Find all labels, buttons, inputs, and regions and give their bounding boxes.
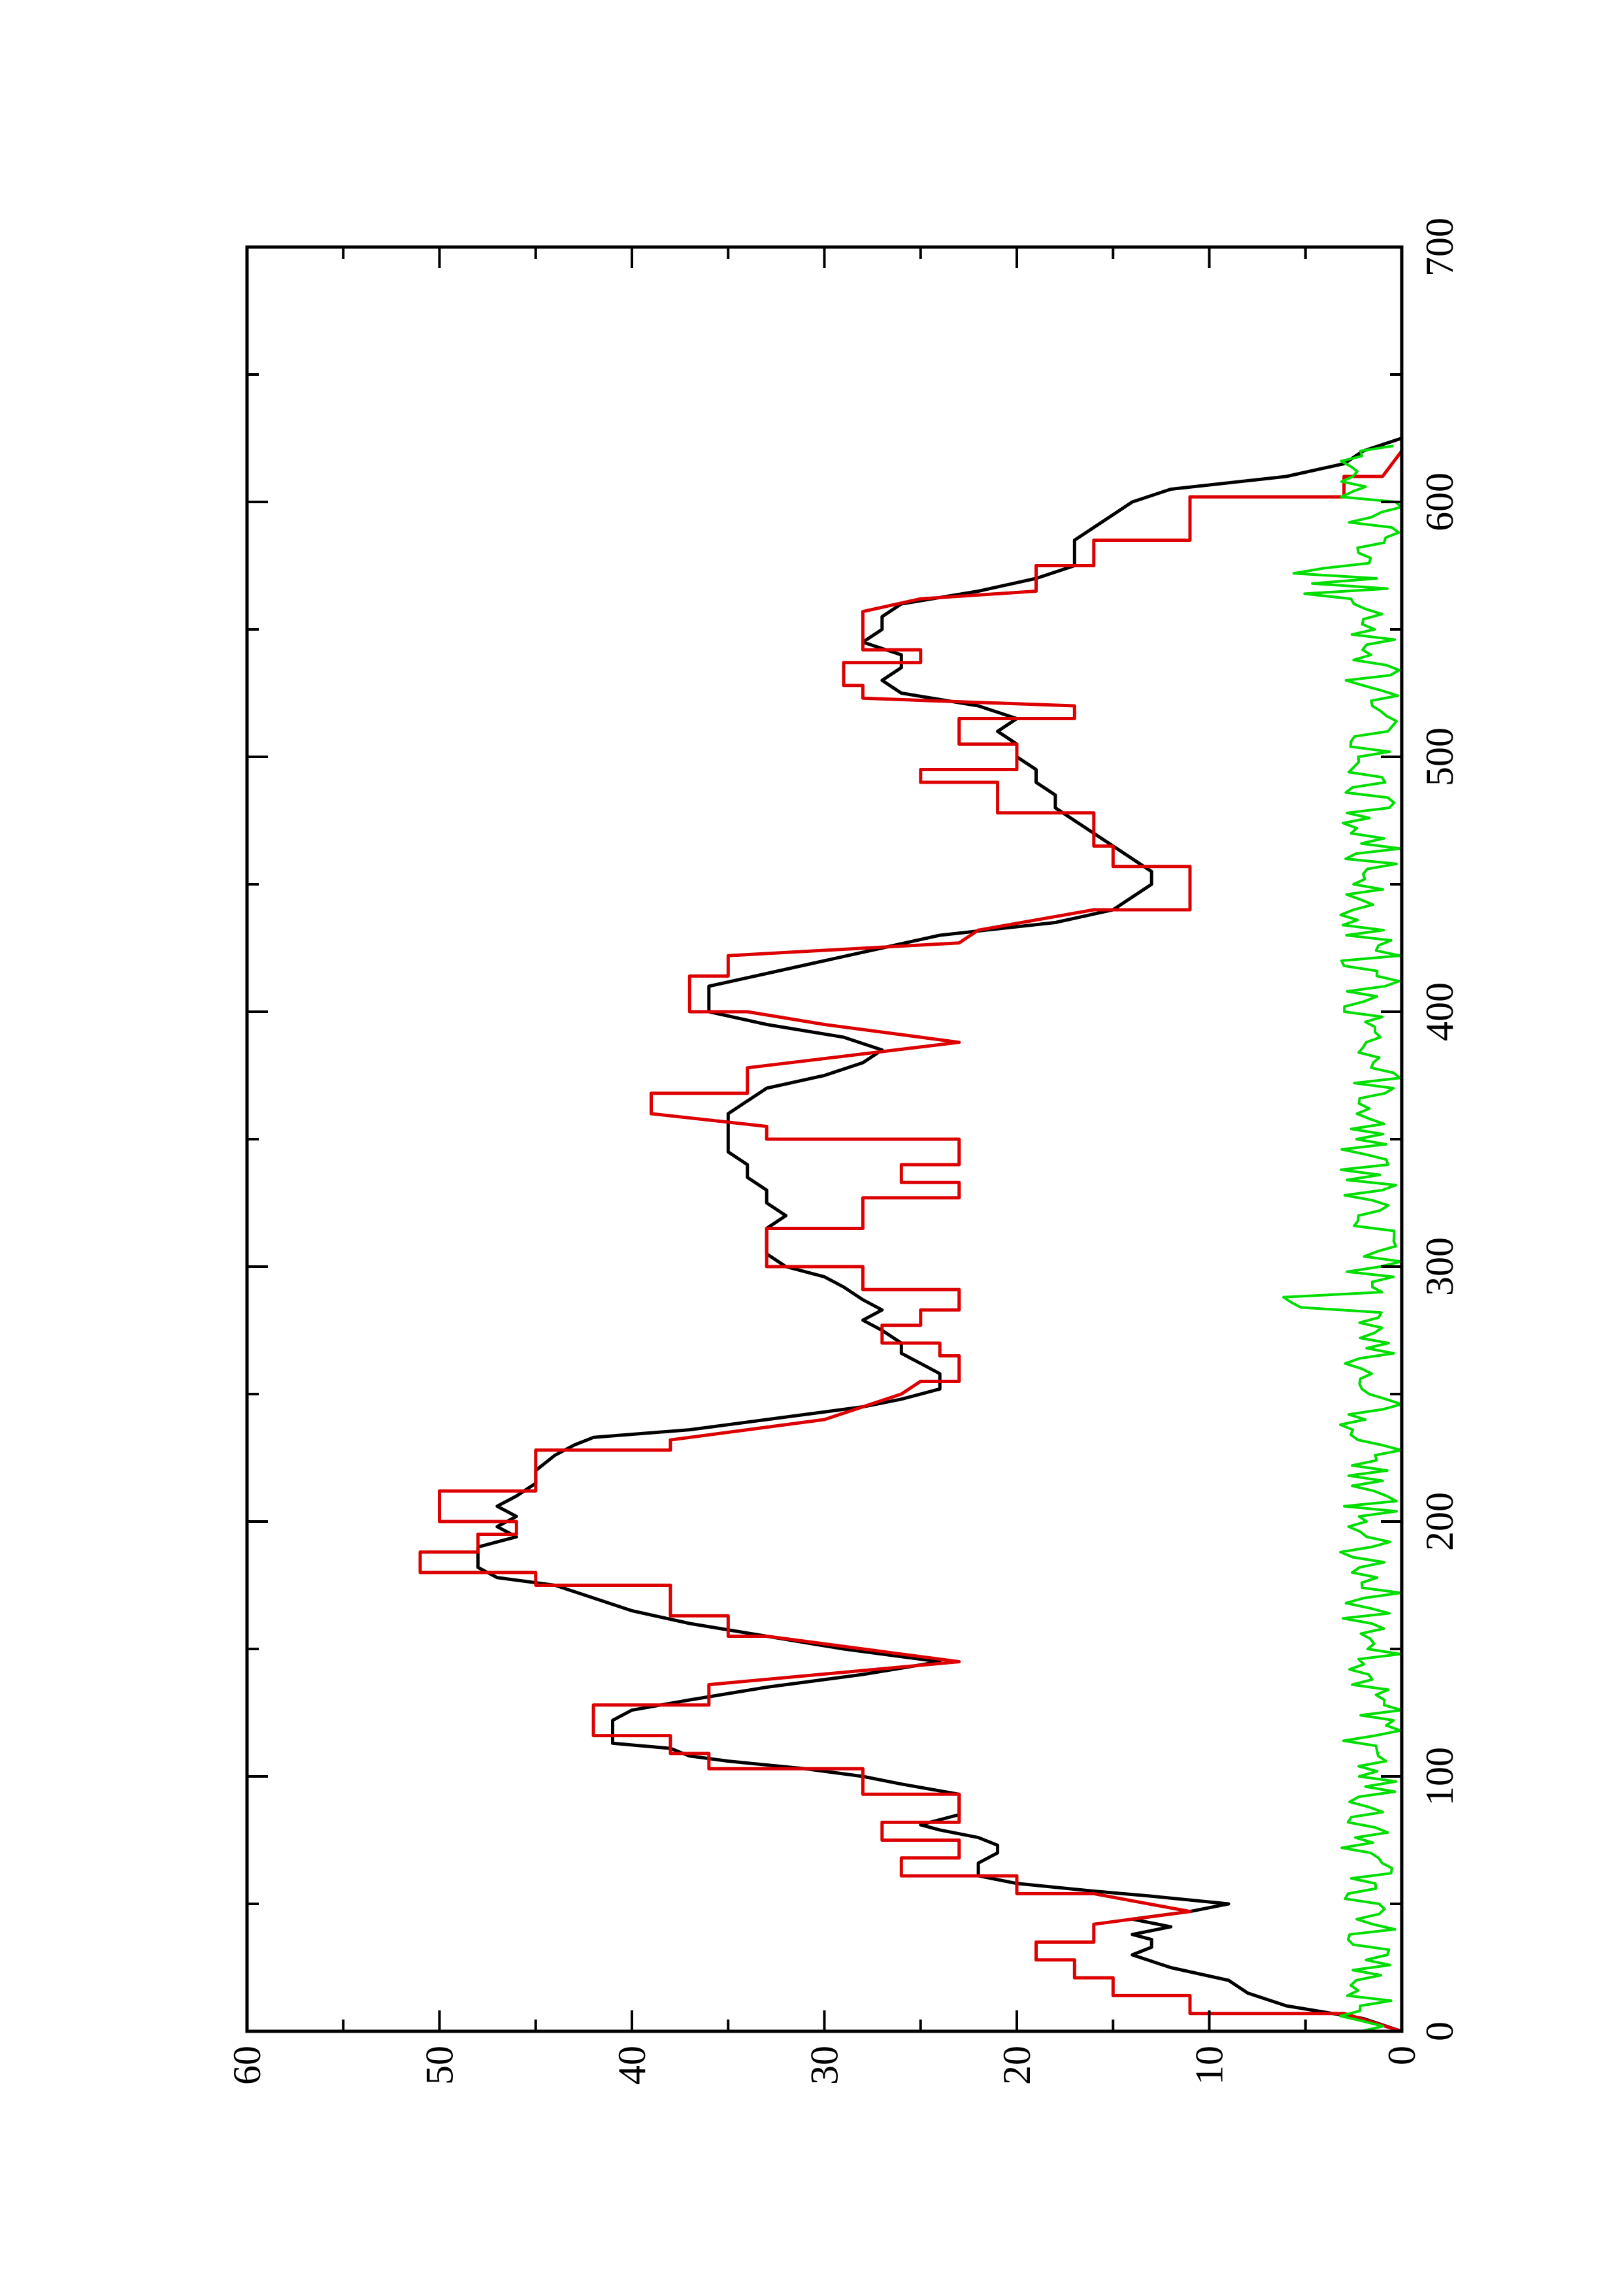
x-tick-label: 700	[1418, 218, 1461, 276]
x-tick-label: 600	[1418, 473, 1461, 531]
y-tick-label: 10	[1188, 2046, 1231, 2085]
y-tick-label: 0	[1380, 2046, 1423, 2065]
y-tick-label: 50	[418, 2046, 461, 2085]
y-tick-label: 60	[225, 2046, 269, 2085]
series-line-3	[1282, 444, 1403, 2033]
series-line-1	[476, 437, 1402, 2033]
y-tick-label: 30	[803, 2046, 846, 2085]
x-tick-label: 500	[1418, 727, 1461, 786]
x-tick-label: 200	[1418, 1492, 1461, 1551]
y-tick-label: 40	[610, 2046, 653, 2085]
y-tick-label: 20	[995, 2046, 1038, 2085]
series-line-2	[418, 450, 1403, 2033]
x-tick-label: 400	[1418, 982, 1461, 1041]
x-tick-label: 300	[1418, 1237, 1461, 1296]
x-tick-label: 0	[1418, 2021, 1461, 2041]
x-tick-label: 100	[1418, 1747, 1461, 1806]
